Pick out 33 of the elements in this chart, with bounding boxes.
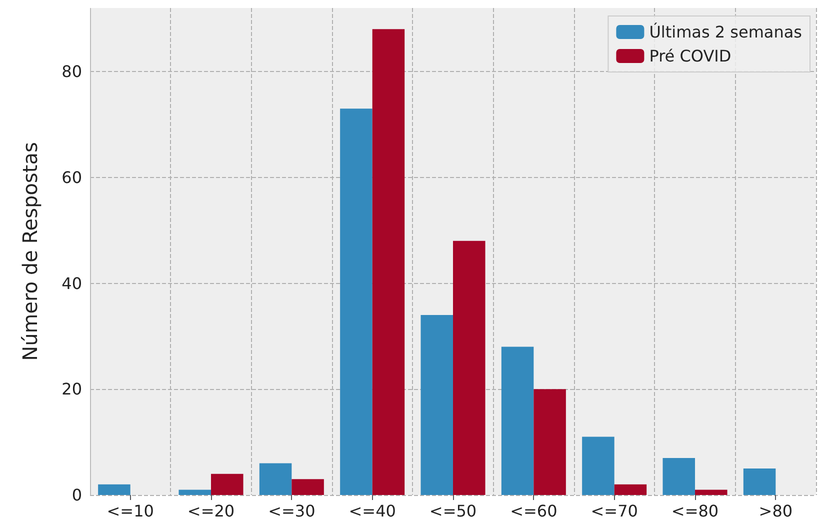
bar (453, 240, 486, 495)
y-tick-label: 40 (62, 274, 82, 293)
bar (534, 389, 566, 495)
x-tick-label: <=20 (187, 502, 235, 520)
bar (582, 436, 614, 495)
y-axis-title: Número de Respostas (18, 142, 42, 361)
x-tick-label: <=70 (590, 502, 638, 520)
x-tick-label: <=60 (510, 502, 558, 520)
x-tick-label: >80 (758, 502, 793, 520)
legend-label: Pré COVID (649, 46, 732, 66)
x-tick-label: <=80 (671, 502, 719, 520)
bar (420, 315, 453, 495)
legend-label: Últimas 2 semanas (649, 22, 802, 42)
y-tick-label: 0 (72, 486, 82, 504)
y-tick-label: 60 (62, 168, 82, 187)
bar (178, 490, 211, 495)
bar (292, 479, 324, 495)
bar (743, 468, 776, 495)
bar (259, 463, 292, 495)
bar (695, 490, 728, 495)
bar (211, 474, 244, 495)
x-tick-label: <=40 (348, 502, 396, 520)
x-tick-label: <=30 (268, 502, 316, 520)
bar (501, 346, 534, 495)
x-tick-label: <=10 (106, 502, 154, 520)
y-tick-label: 80 (62, 62, 82, 82)
bar (340, 108, 372, 495)
bar (662, 458, 695, 495)
bar (614, 484, 647, 495)
x-tick-label: <=50 (429, 502, 477, 520)
bar (98, 484, 130, 495)
y-tick-label: 20 (62, 380, 82, 399)
bar (372, 29, 405, 495)
